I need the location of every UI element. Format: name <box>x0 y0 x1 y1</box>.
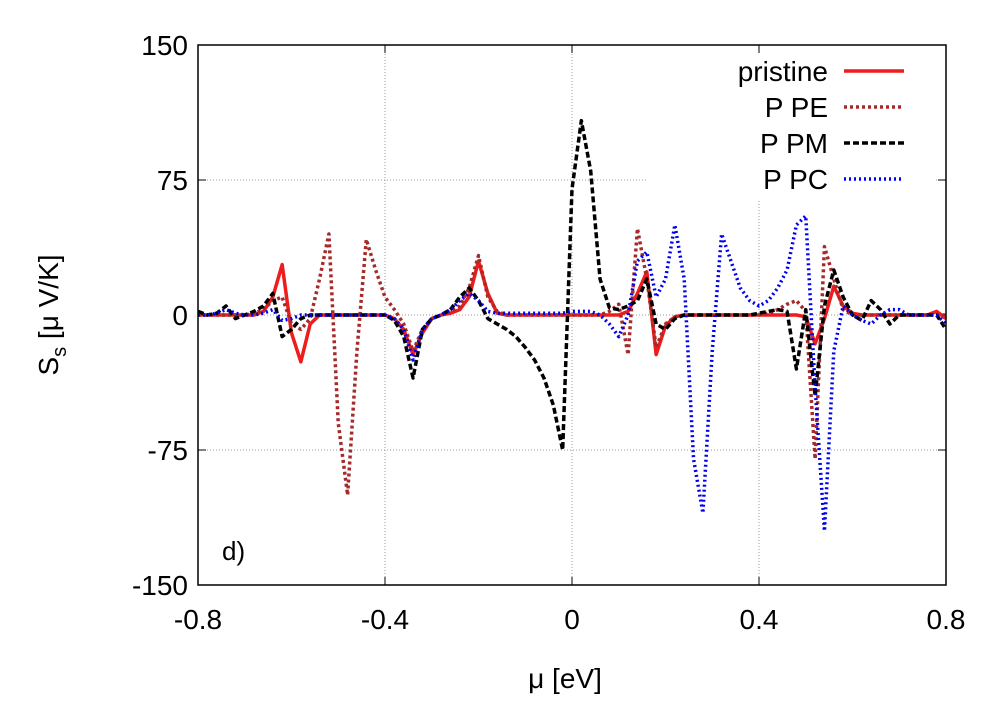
legend-label: P PE <box>765 92 828 123</box>
x-axis-label: μ [eV] <box>528 663 602 694</box>
series-line <box>198 214 948 533</box>
y-label-main: S <box>33 357 64 376</box>
legend-label: P PC <box>763 164 828 195</box>
plot-frame <box>197 44 947 586</box>
series-line <box>198 226 946 497</box>
panel-annotation: d) <box>222 536 245 566</box>
y-label-unit: [μ V/K] <box>33 254 64 346</box>
x-tick-label: -0.4 <box>361 604 409 635</box>
x-tick-label: 0.4 <box>740 604 779 635</box>
legend-label: pristine <box>738 56 828 87</box>
legend-label: P PM <box>760 128 828 159</box>
x-tick-label: 0.8 <box>927 604 966 635</box>
y-tick-label: 75 <box>157 165 188 196</box>
series-line <box>197 118 948 452</box>
y-tick-label: -75 <box>148 435 188 466</box>
legend-background <box>646 53 936 201</box>
x-tick-label: 0 <box>564 604 580 635</box>
y-tick-label: 150 <box>141 30 188 61</box>
x-tick-label: -0.8 <box>174 604 222 635</box>
y-tick-label: 0 <box>172 300 188 331</box>
y-label-sub: s <box>49 347 71 357</box>
y-tick-label: -150 <box>132 570 188 601</box>
y-axis-label: Ss [μ V/K] <box>33 254 71 375</box>
